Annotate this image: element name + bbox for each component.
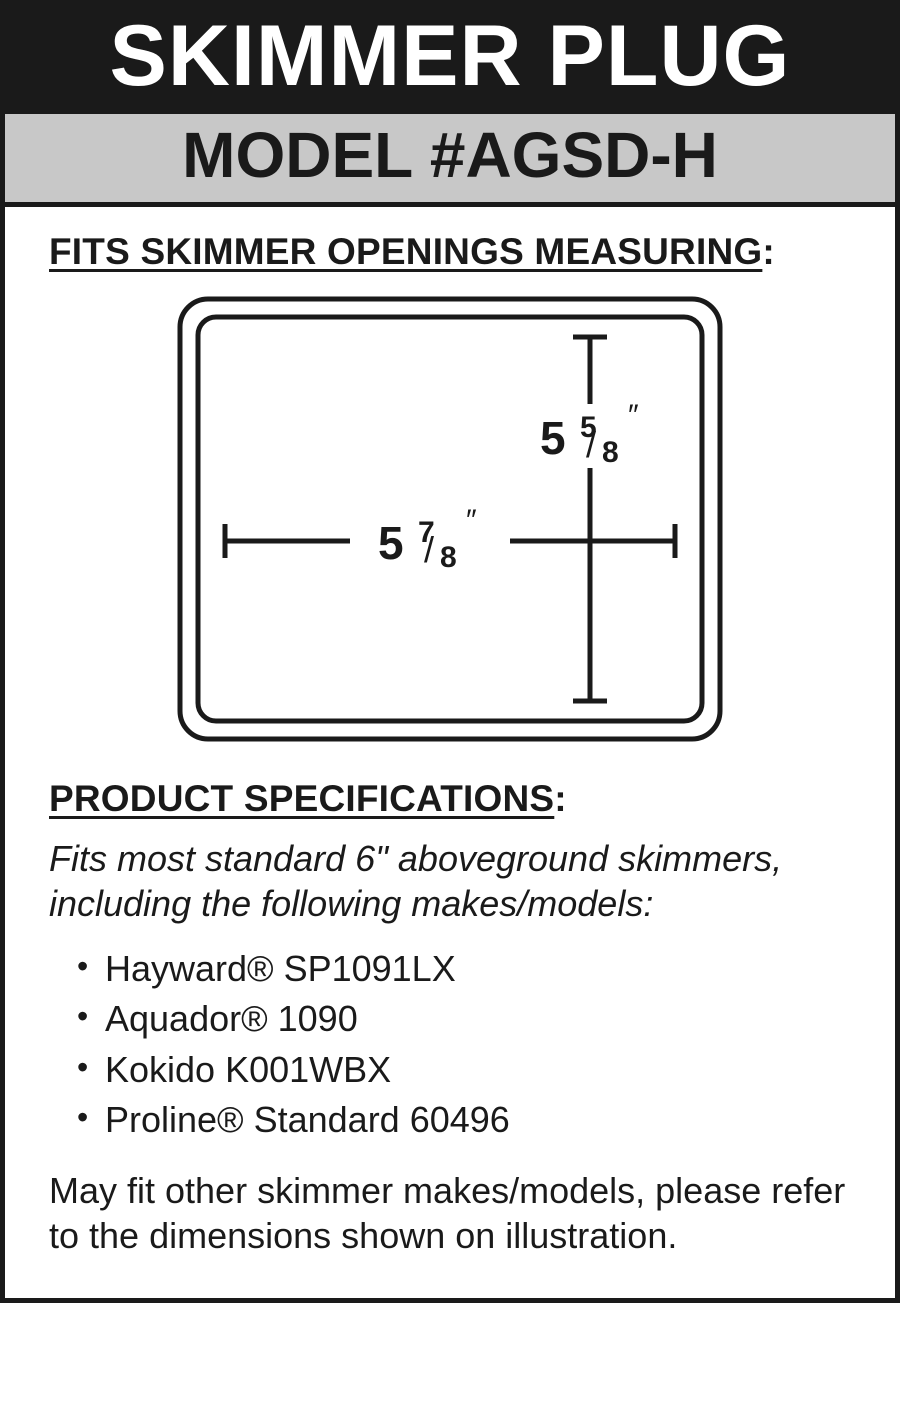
v-dim-inch: ″ xyxy=(628,399,639,432)
v-dim-den: 8 xyxy=(602,436,619,469)
title-bar: SKIMMER PLUG xyxy=(5,5,895,114)
h-dim-whole: 5 xyxy=(378,517,404,569)
h-dim-den: 8 xyxy=(440,541,457,574)
h-dim-slash: / xyxy=(424,529,434,570)
list-item: Proline® Standard 60496 xyxy=(77,1095,851,1145)
v-dim-whole: 5 xyxy=(540,412,566,464)
v-dim-slash: / xyxy=(586,424,596,465)
fits-heading-text: FITS SKIMMER OPENINGS MEASURING xyxy=(49,231,762,272)
horizontal-dim-label: 5 7 / 8 ″ xyxy=(350,504,510,574)
model-list: Hayward® SP1091LX Aquador® 1090 Kokido K… xyxy=(49,944,851,1146)
diagram-container: 5 5 / 8 ″ 5 7 / 8 ″ xyxy=(49,289,851,754)
h-dim-inch: ″ xyxy=(466,504,477,537)
specs-heading: PRODUCT SPECIFICATIONS: xyxy=(49,778,851,820)
fits-heading: FITS SKIMMER OPENINGS MEASURING: xyxy=(49,231,851,273)
dimension-diagram: 5 5 / 8 ″ 5 7 / 8 ″ xyxy=(170,289,730,749)
vertical-dimension xyxy=(573,337,607,701)
specs-heading-text: PRODUCT SPECIFICATIONS xyxy=(49,778,554,819)
content-area: FITS SKIMMER OPENINGS MEASURING: 5 5 / 8 xyxy=(5,207,895,1298)
list-item: Kokido K001WBX xyxy=(77,1045,851,1095)
model-number: MODEL #AGSD-H xyxy=(182,119,718,191)
product-title: SKIMMER PLUG xyxy=(110,8,791,104)
product-card: SKIMMER PLUG MODEL #AGSD-H FITS SKIMMER … xyxy=(0,0,900,1303)
list-item: Aquador® 1090 xyxy=(77,994,851,1044)
specs-footnote: May fit other skimmer makes/models, plea… xyxy=(49,1168,851,1258)
specs-intro: Fits most standard 6" aboveground skimme… xyxy=(49,836,851,926)
model-bar: MODEL #AGSD-H xyxy=(5,114,895,207)
vertical-dim-label: 5 5 / 8 ″ xyxy=(508,399,678,469)
list-item: Hayward® SP1091LX xyxy=(77,944,851,994)
